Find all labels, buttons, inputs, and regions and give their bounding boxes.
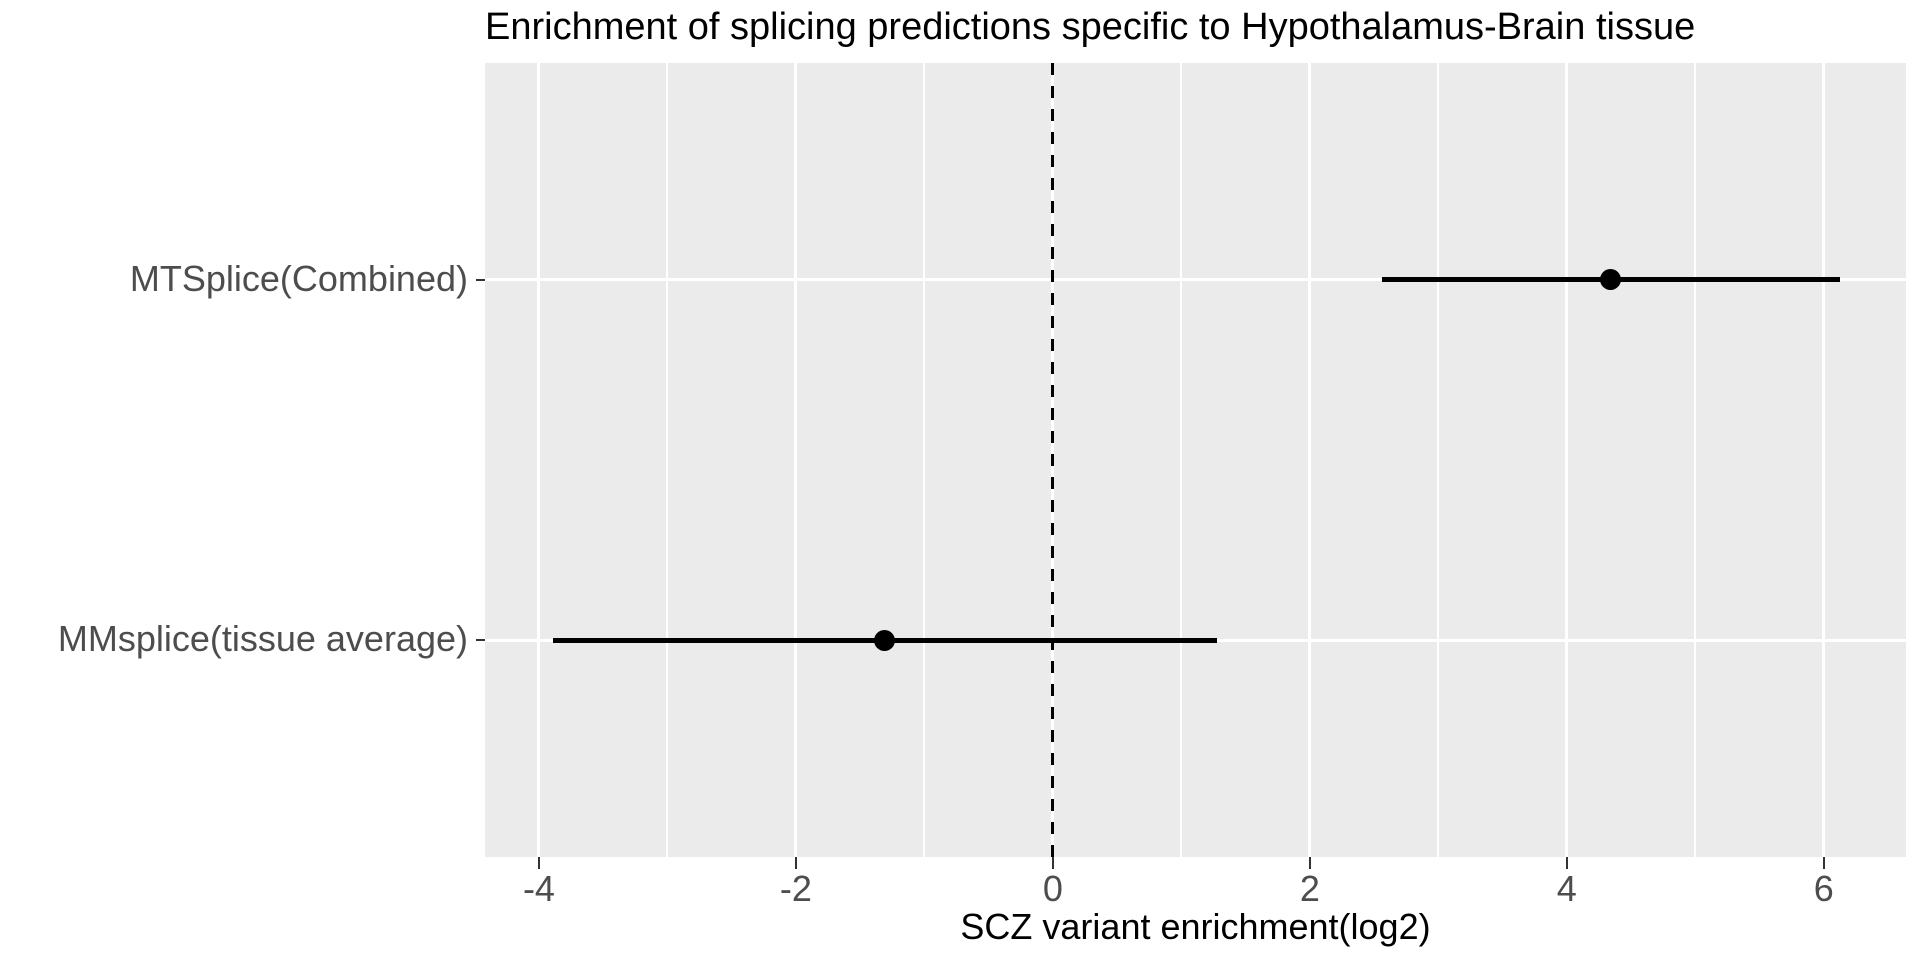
x-tick-label: 0 [1042, 868, 1063, 909]
point-estimate-dot [1599, 269, 1621, 291]
x-tick-label: -4 [522, 868, 555, 909]
zero-reference-line [1051, 63, 1055, 857]
x-tick-mark [1822, 857, 1825, 869]
x-axis-title: SCZ variant enrichment(log2) [960, 906, 1431, 947]
minor-gridline [1694, 63, 1697, 857]
major-gridline [1822, 63, 1826, 857]
plot-panel [485, 63, 1906, 857]
y-axis-label: MMsplice(tissue average) [57, 618, 468, 660]
y-gridline [485, 278, 1906, 282]
x-tick-label: 4 [1556, 868, 1577, 909]
minor-gridline [923, 63, 926, 857]
x-tick-label: 2 [1299, 868, 1320, 909]
minor-gridline [1437, 63, 1440, 857]
x-tick-mark [1565, 857, 1568, 869]
major-gridline [537, 63, 541, 857]
x-tick-mark [1308, 857, 1311, 869]
x-tick-mark [537, 857, 540, 869]
chart-title: Enrichment of splicing predictions speci… [485, 6, 1696, 48]
minor-gridline [1180, 63, 1183, 857]
x-tick-label: 6 [1813, 868, 1834, 909]
point-estimate-dot [874, 629, 896, 651]
x-tick-mark [1051, 857, 1054, 869]
major-gridline [1565, 63, 1569, 857]
x-tick-mark [794, 857, 797, 869]
y-axis-label: MTSplice(Combined) [129, 257, 468, 299]
major-gridline [1308, 63, 1312, 857]
minor-gridline [666, 63, 669, 857]
y-tick-mark [476, 278, 485, 281]
y-tick-mark [476, 639, 485, 642]
x-tick-label: -2 [779, 868, 812, 909]
major-gridline [794, 63, 798, 857]
